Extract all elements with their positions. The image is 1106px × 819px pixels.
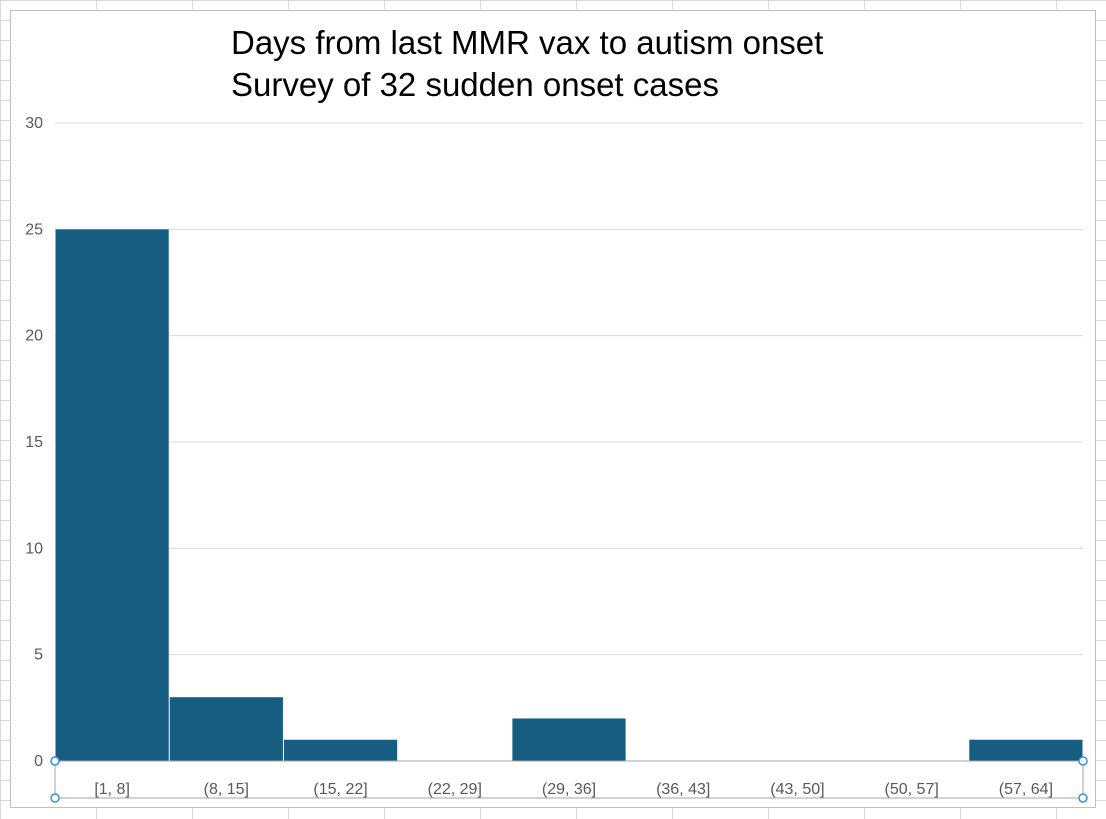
y-tick-label: 20 bbox=[25, 328, 43, 345]
histogram-plot: 0 5 10 15 20 25 30 [1, 8] (8, 15] (15, 22] (22, 29… bbox=[25, 115, 1088, 803]
chart-subtitle: Survey of 32 sudden onset cases bbox=[231, 66, 719, 103]
y-tick-label: 25 bbox=[25, 221, 43, 238]
histogram-bar[interactable] bbox=[283, 739, 398, 761]
y-tick-label: 5 bbox=[34, 647, 43, 664]
x-tick-label: (36, 43] bbox=[656, 781, 710, 798]
x-tick-label: (50, 57] bbox=[885, 781, 939, 798]
axis-selection-box[interactable] bbox=[54, 760, 1084, 799]
chart-area[interactable]: Days from last MMR vax to autism onset S… bbox=[10, 10, 1096, 808]
selection-handle[interactable] bbox=[50, 793, 60, 803]
x-tick-label: (57, 64] bbox=[999, 781, 1053, 798]
selection-handle[interactable] bbox=[1078, 793, 1088, 803]
selection-handle[interactable] bbox=[1078, 756, 1088, 766]
y-tick-label: 0 bbox=[34, 753, 43, 770]
y-tick-label: 10 bbox=[25, 540, 43, 557]
histogram-bar[interactable] bbox=[512, 718, 626, 761]
x-tick-label: (8, 15] bbox=[204, 781, 249, 798]
selection-handle[interactable] bbox=[50, 756, 60, 766]
y-tick-label: 15 bbox=[25, 434, 43, 451]
y-tick-label: 30 bbox=[25, 115, 43, 132]
histogram-bar[interactable] bbox=[55, 229, 169, 762]
x-tick-label: [1, 8] bbox=[94, 781, 130, 798]
x-tick-label: (29, 36] bbox=[542, 781, 596, 798]
histogram-bar[interactable] bbox=[169, 697, 283, 761]
x-tick-label: (22, 29] bbox=[428, 781, 482, 798]
histogram-bar[interactable] bbox=[969, 739, 1083, 761]
chart-title: Days from last MMR vax to autism onset bbox=[231, 24, 824, 61]
x-tick-label: (15, 22] bbox=[313, 781, 367, 798]
x-tick-label: (43, 50] bbox=[770, 781, 824, 798]
